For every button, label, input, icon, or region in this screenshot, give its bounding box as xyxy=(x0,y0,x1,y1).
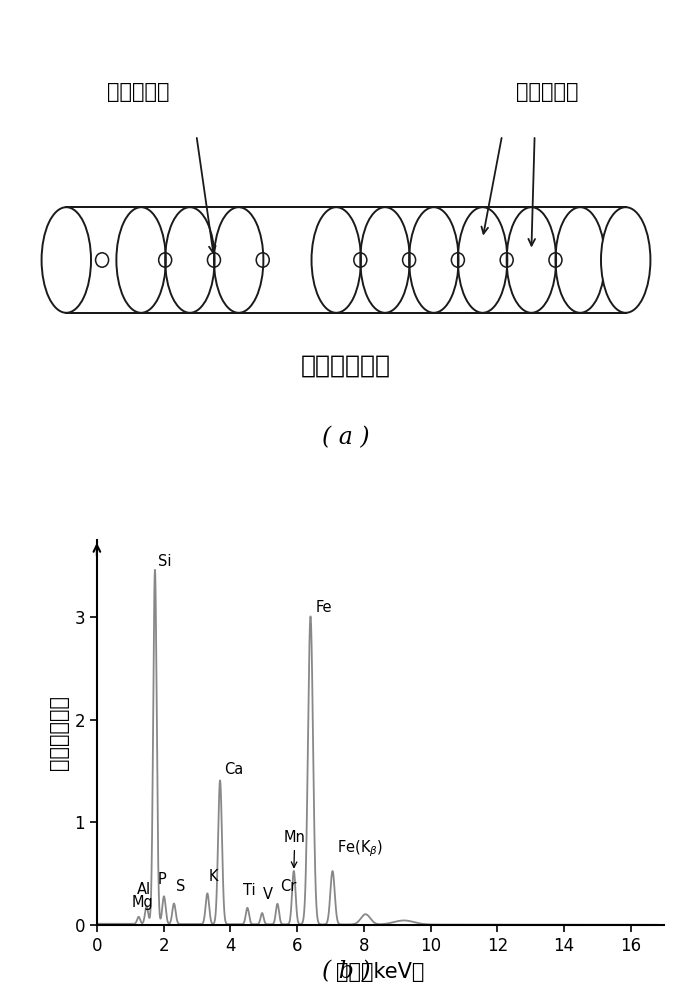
Ellipse shape xyxy=(361,207,410,313)
Ellipse shape xyxy=(165,207,215,313)
Ellipse shape xyxy=(116,207,166,313)
Ellipse shape xyxy=(409,207,459,313)
Text: 元素扫描点: 元素扫描点 xyxy=(107,82,169,102)
Text: Mg: Mg xyxy=(131,895,153,910)
Text: 黑色页岩岩心: 黑色页岩岩心 xyxy=(301,354,391,378)
Text: Fe: Fe xyxy=(316,600,332,615)
X-axis label: 能量（keV）: 能量（keV） xyxy=(336,962,425,982)
Polygon shape xyxy=(66,207,626,313)
Ellipse shape xyxy=(458,207,507,313)
Ellipse shape xyxy=(214,207,264,313)
Text: Fe(K$_\beta$): Fe(K$_\beta$) xyxy=(336,839,383,859)
Ellipse shape xyxy=(556,207,605,313)
Ellipse shape xyxy=(507,207,556,313)
Ellipse shape xyxy=(601,207,650,313)
Text: S: S xyxy=(176,879,185,894)
Text: ( b ): ( b ) xyxy=(322,960,370,984)
Text: Ti: Ti xyxy=(243,883,255,898)
Text: P: P xyxy=(157,872,166,887)
Y-axis label: 強度（万次）: 強度（万次） xyxy=(49,695,69,770)
Ellipse shape xyxy=(311,207,361,313)
Text: ( a ): ( a ) xyxy=(322,426,370,449)
Text: 沉积韵律层: 沉积韵律层 xyxy=(516,82,579,102)
Text: Cr: Cr xyxy=(280,879,296,894)
Text: Mn: Mn xyxy=(284,830,306,867)
Text: Si: Si xyxy=(158,554,172,569)
Text: Al: Al xyxy=(136,882,151,897)
Text: Ca: Ca xyxy=(224,762,244,777)
Ellipse shape xyxy=(42,207,91,313)
Text: K: K xyxy=(209,869,219,884)
Text: V: V xyxy=(263,887,273,902)
